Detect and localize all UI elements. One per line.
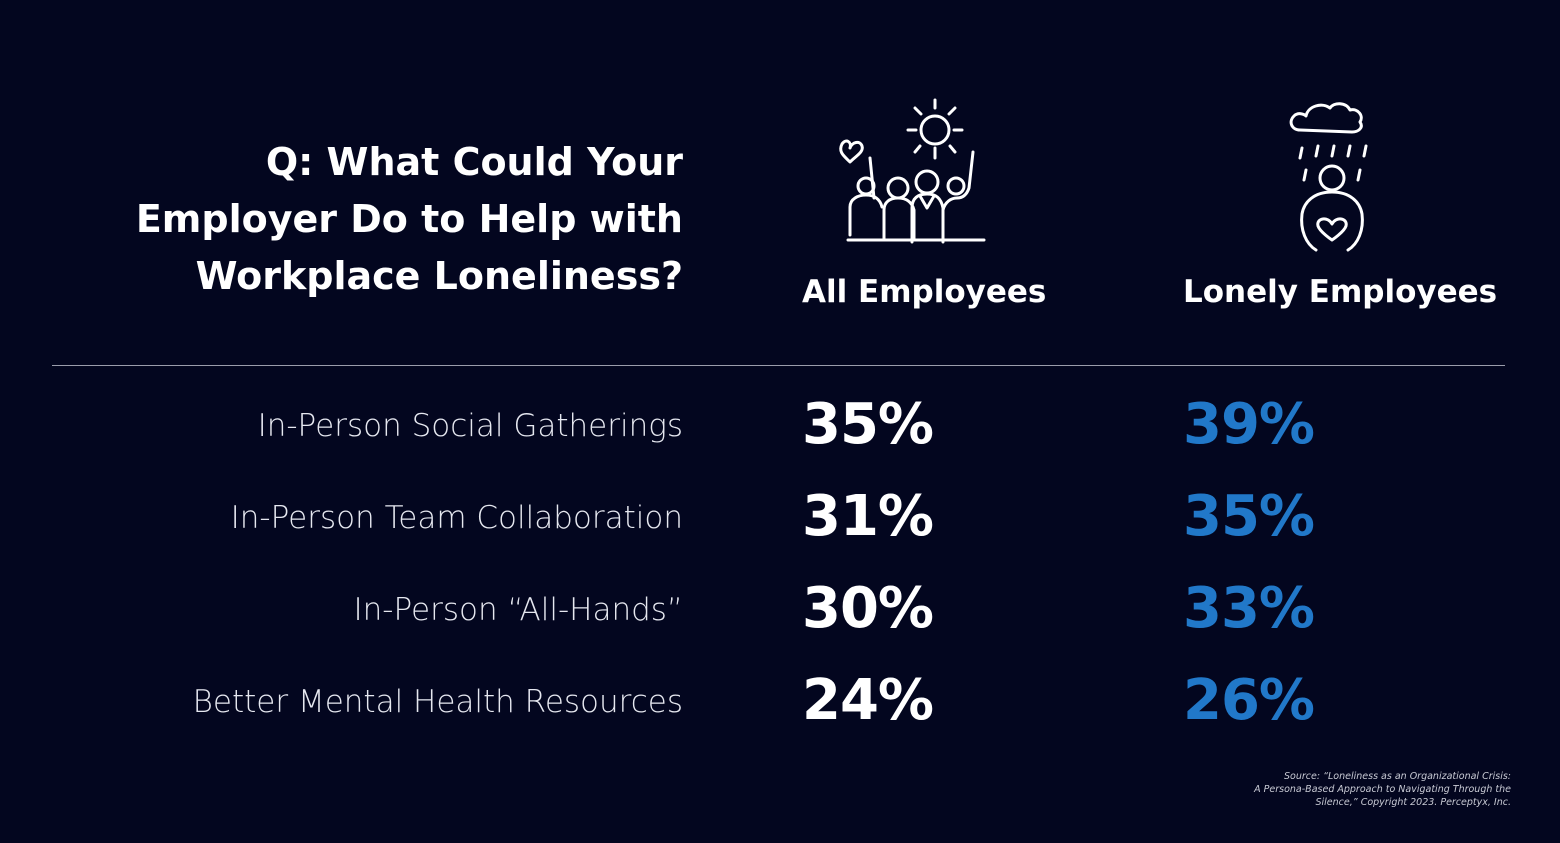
value: 33% [1183,576,1315,641]
value: 35% [1183,484,1315,549]
divider [52,365,1505,366]
value: 24% [802,668,934,733]
title: Q: What Could Your Employer Do to Help wi… [136,134,683,305]
happy-group-icon [839,98,986,244]
value: 26% [1183,668,1315,733]
title-line: Workplace Loneliness? [195,254,683,298]
title-line: Employer Do to Help with [135,197,683,241]
row-label: In-Person Team Collaboration [230,500,683,536]
value: 39% [1183,392,1315,457]
source: Source: “Loneliness as an Organizational… [1254,770,1511,809]
value: 35% [802,392,934,457]
column-header: All Employees [802,274,1047,310]
source-line: A Persona-Based Approach to Navigating T… [1254,784,1511,795]
value: 31% [802,484,934,549]
row-label: In-Person Social Gatherings [257,408,683,444]
lonely-person-icon [1289,102,1368,252]
row-label: Better Mental Health Resources [192,684,683,720]
source-line: Source: “Loneliness as an Organizational… [1284,771,1511,782]
title-line: Q: What Could Your [265,140,683,184]
row-label: In-Person “All-Hands” [353,592,683,628]
source-line: Silence,” Copyright 2023. Perceptyx, Inc… [1315,797,1511,808]
value: 30% [802,576,934,641]
column-header: Lonely Employees [1183,274,1498,310]
